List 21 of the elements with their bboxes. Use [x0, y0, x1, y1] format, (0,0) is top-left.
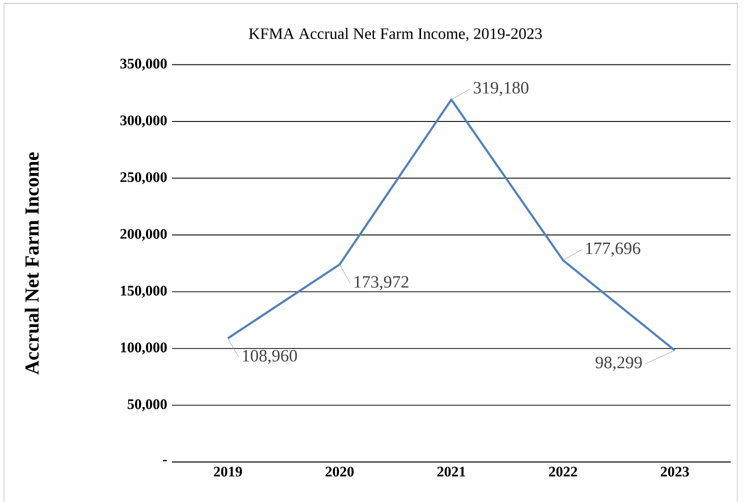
y-tick-label: - [162, 460, 167, 462]
y-axis-title: Accrual Net Farm Income [24, 152, 39, 375]
data-label: 108,960 [242, 350, 297, 364]
y-tick-label: 350,000 [120, 58, 167, 71]
y-tick-label: 50,000 [128, 399, 167, 412]
data-label: 173,972 [354, 276, 408, 290]
x-tick-label: 2023 [660, 466, 689, 477]
x-tick-label: 2019 [214, 466, 242, 477]
y-tick-label: 200,000 [120, 228, 167, 241]
y-tick-label: 300,000 [120, 115, 167, 128]
y-tick-label: 150,000 [120, 286, 167, 298]
x-tick-label: 2021 [437, 466, 466, 477]
line-series [226, 98, 676, 352]
x-tick-label: 2020 [326, 466, 354, 477]
y-tick-label: 250,000 [120, 172, 167, 184]
y-tick-label: 100,000 [120, 342, 167, 354]
data-label: 177,696 [586, 242, 640, 257]
data-label: 98,299 [596, 356, 642, 371]
x-tick-label: 2022 [549, 466, 578, 477]
chart-title: KFMA Accrual Net Farm Income, 2019-2023 [248, 28, 542, 42]
data-label: 319,180 [474, 82, 528, 96]
